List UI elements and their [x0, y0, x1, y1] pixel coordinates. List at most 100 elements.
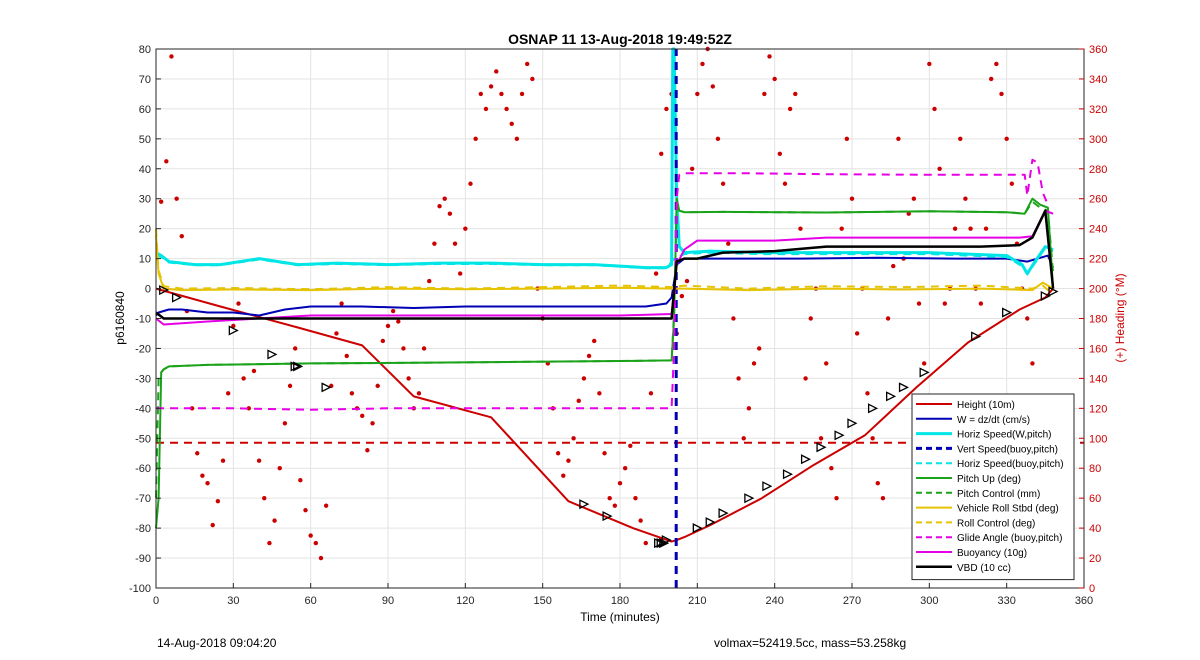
triangle-marker	[659, 538, 670, 549]
y-tick-label-left: -100	[129, 583, 151, 595]
heading-point	[158, 199, 164, 204]
triangle-marker	[654, 538, 665, 549]
x-tick-label: 120	[456, 595, 474, 607]
y-tick-label-left: 20	[139, 224, 151, 236]
heading-point	[834, 495, 839, 501]
y-tick-label-left: -70	[135, 493, 151, 505]
heading-point	[437, 204, 442, 209]
x-tick-label: 330	[997, 595, 1015, 607]
heading-point	[958, 136, 963, 142]
heading-point	[447, 211, 453, 216]
heading-point	[963, 196, 968, 201]
x-tick-label: 0	[153, 595, 159, 607]
heading-point	[468, 181, 473, 186]
heading-point	[700, 61, 705, 67]
heading-point	[525, 61, 530, 67]
heading-point	[277, 466, 282, 471]
y-tick-label-right: 360	[1089, 44, 1107, 56]
heading-point	[896, 136, 901, 142]
heading-point	[757, 346, 762, 351]
y-tick-label-right: 40	[1089, 523, 1101, 535]
heading-point	[452, 241, 458, 246]
y-tick-label-right: 320	[1089, 104, 1107, 116]
legend-label: W = dz/dt (cm/s)	[957, 415, 1030, 426]
triangle-marker	[800, 454, 812, 465]
heading-point	[195, 451, 200, 456]
heading-point	[360, 413, 365, 419]
heading-point	[385, 323, 391, 329]
heading-point	[169, 54, 174, 59]
heading-point	[921, 361, 927, 366]
heading-point	[421, 346, 427, 351]
y-tick-label-left: -40	[135, 403, 151, 415]
heading-point	[215, 498, 221, 504]
heading-point	[978, 301, 984, 306]
heading-point	[906, 211, 911, 216]
legend-label: Vert Speed(buoy,pitch)	[957, 444, 1058, 455]
heading-point	[597, 391, 602, 396]
heading-point	[628, 443, 633, 448]
heading-point	[416, 391, 422, 396]
x-tick-label: 60	[305, 595, 317, 607]
y-tick-label-right: 260	[1089, 194, 1107, 206]
heading-point	[762, 91, 767, 97]
heading-point	[566, 458, 571, 463]
y-tick-label-left: -90	[135, 553, 151, 565]
series-line	[155, 234, 1054, 292]
heading-point	[442, 196, 447, 201]
heading-point	[473, 136, 478, 142]
y-tick-label-left: -10	[135, 314, 151, 326]
heading-point	[952, 226, 958, 231]
y-tick-label-left: -50	[135, 433, 151, 445]
triangle-marker	[898, 382, 910, 393]
heading-point	[174, 196, 179, 201]
series-line	[156, 158, 1049, 411]
heading-point	[494, 69, 499, 74]
heading-point	[164, 159, 169, 164]
heading-point	[1025, 316, 1030, 321]
heading-point	[808, 316, 813, 321]
heading-point	[262, 495, 267, 501]
heading-point	[653, 271, 659, 276]
heading-point	[916, 301, 922, 306]
heading-point	[514, 136, 520, 142]
y-tick-label-left: -80	[135, 523, 151, 535]
x-axis-label: Time (minutes)	[580, 610, 660, 624]
heading-point	[875, 480, 880, 486]
heading-point	[592, 338, 597, 344]
y-tick-label-left: -60	[135, 463, 151, 475]
triangle-marker	[718, 508, 729, 519]
heading-point	[267, 540, 272, 546]
heading-point	[349, 391, 355, 396]
heading-point	[695, 91, 700, 97]
heading-point	[720, 181, 726, 186]
heading-point	[870, 436, 875, 441]
y-tick-label-right: 280	[1089, 164, 1107, 176]
heading-point	[303, 507, 308, 513]
y-tick-label-right: 300	[1089, 134, 1107, 146]
legend-label: Roll Control (deg)	[957, 518, 1035, 529]
y-tick-label-right: 240	[1089, 224, 1107, 236]
x-tick-label: 30	[227, 595, 239, 607]
heading-point	[483, 106, 489, 112]
heading-point	[885, 316, 891, 321]
y-tick-label-right: 100	[1089, 433, 1107, 445]
x-tick-label: 240	[765, 595, 783, 607]
heading-point	[818, 436, 824, 441]
heading-point	[803, 376, 808, 381]
heading-point	[586, 353, 592, 359]
triangle-marker	[290, 361, 301, 372]
triangle-marker	[705, 517, 716, 528]
heading-point	[927, 61, 932, 67]
heading-point	[617, 480, 623, 486]
marker-layer	[159, 285, 1059, 549]
heading-point	[880, 495, 886, 501]
series-line	[155, 228, 1054, 296]
heading-point	[323, 503, 329, 508]
heading-point	[432, 241, 437, 246]
series-line	[155, 200, 1055, 499]
heading-point	[602, 451, 607, 456]
x-tick-label: 180	[611, 595, 629, 607]
heading-point	[530, 76, 535, 82]
x-tick-label: 90	[382, 595, 394, 607]
